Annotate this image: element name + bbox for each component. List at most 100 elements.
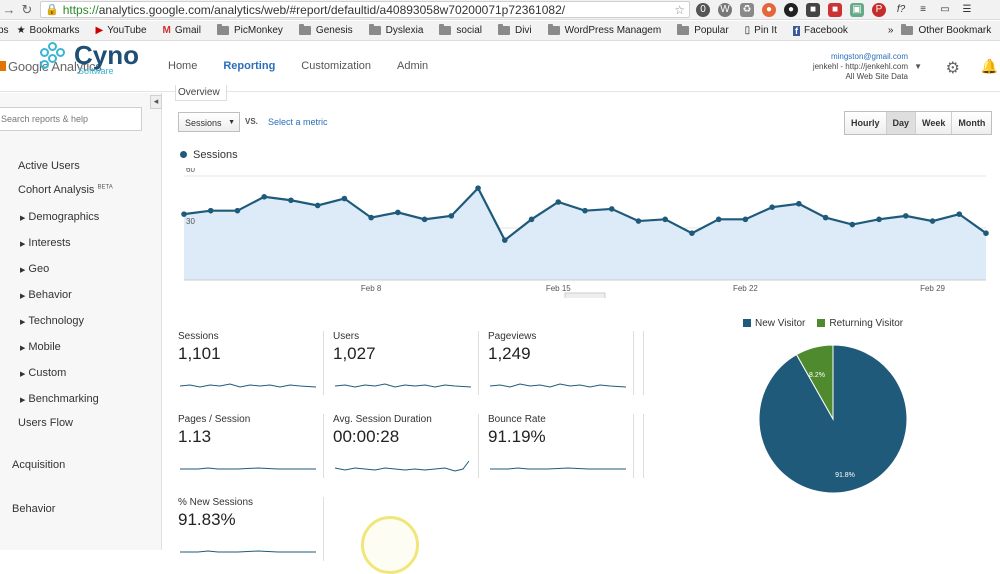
pie-legend: New Visitor Returning Visitor xyxy=(743,318,903,329)
triangle-right-icon: ▶ xyxy=(20,267,26,274)
pinterest-icon[interactable]: P xyxy=(872,2,886,17)
data-point xyxy=(368,214,374,221)
sparkline xyxy=(490,467,626,470)
extension-icon[interactable]: ■ xyxy=(806,2,820,17)
bookmark-other[interactable]: Other Bookmark xyxy=(901,24,991,36)
triangle-right-icon: ▶ xyxy=(20,397,26,404)
folder-icon xyxy=(439,24,452,35)
extension-icon[interactable]: ▣ xyxy=(850,2,864,17)
forward-icon[interactable]: → xyxy=(2,2,16,17)
url-scheme: https:// xyxy=(62,2,99,17)
sidebar-item-cohort-analysis[interactable]: Cohort Analysis BETA xyxy=(18,184,113,196)
sidebar-item-technology[interactable]: ▶ Technology xyxy=(20,315,85,327)
sidebar-section-behavior[interactable]: Behavior xyxy=(12,503,56,515)
scorecard-new-sessions[interactable]: % New Sessions 91.83% xyxy=(178,497,324,561)
granularity-month[interactable]: Month xyxy=(952,112,992,134)
top-nav: Home Reporting Customization Admin xyxy=(168,60,454,72)
data-point xyxy=(796,200,802,207)
address-bar[interactable]: 🔒 https:// analytics.google.com/analytic… xyxy=(40,1,690,18)
extension-icon[interactable]: 0 xyxy=(696,2,710,17)
wordpress-icon[interactable]: W xyxy=(718,2,732,17)
search-input[interactable]: Search reports & help xyxy=(0,107,142,131)
tab-overview[interactable]: Overview xyxy=(175,85,227,101)
data-point xyxy=(956,211,963,217)
scorecard-pages-per-session[interactable]: Pages / Session 1.13 xyxy=(178,414,324,478)
bookmark-apps[interactable]: ps xyxy=(0,25,9,36)
star-icon[interactable]: ☆ xyxy=(674,2,685,17)
scorecard-bounce-rate[interactable]: Bounce Rate 91.19% xyxy=(488,414,634,478)
bookmark-popular[interactable]: Popular xyxy=(677,24,729,36)
chevron-more-icon[interactable]: » xyxy=(887,25,894,36)
sidebar-item-geo[interactable]: ▶ Geo xyxy=(20,263,50,275)
gear-icon[interactable]: ⚙ xyxy=(945,60,960,77)
data-point xyxy=(849,221,856,228)
folder-icon xyxy=(368,24,381,35)
pie-slice[interactable] xyxy=(795,344,834,421)
account-switcher[interactable]: mingston@gmail.com jenkehl - http://jenk… xyxy=(813,52,908,82)
bookmark-pinit[interactable]: ▯ Pin It xyxy=(744,25,777,36)
extension-icon[interactable]: ● xyxy=(762,2,776,17)
layers-icon[interactable]: ≡ xyxy=(920,4,926,15)
sidebar-item-active-users[interactable]: Active Users xyxy=(18,160,80,172)
sparkline xyxy=(489,383,627,388)
sparkline xyxy=(180,550,316,553)
bookmark-facebook[interactable]: f Facebook xyxy=(792,25,848,36)
select-metric-link[interactable]: Select a metric xyxy=(268,117,328,127)
ga-logo[interactable]: Google Analytics xyxy=(0,59,102,74)
reload-icon[interactable]: ↻ xyxy=(21,1,33,17)
sidebar-item-custom[interactable]: ▶ Custom xyxy=(20,367,67,379)
extension-icon[interactable]: ● xyxy=(784,2,798,17)
bell-icon[interactable]: 🔔 xyxy=(980,58,998,74)
bookmark-divi[interactable]: Divi xyxy=(497,24,532,36)
data-point xyxy=(288,197,294,204)
nav-customization[interactable]: Customization xyxy=(301,60,371,72)
nav-reporting[interactable]: Reporting xyxy=(223,60,276,72)
extension-icon[interactable]: ■ xyxy=(828,2,842,17)
scorecard-avg-session-duration[interactable]: Avg. Session Duration 00:00:28 xyxy=(333,414,479,478)
bookmark-youtube[interactable]: ▶ YouTube xyxy=(95,25,147,36)
triangle-right-icon: ▶ xyxy=(20,319,26,326)
visitor-pie-chart[interactable]: 91.8% 8.2% xyxy=(757,343,909,495)
data-point xyxy=(528,216,535,223)
data-point xyxy=(261,194,267,200)
nav-admin[interactable]: Admin xyxy=(397,60,429,72)
sidebar-item-benchmarking[interactable]: ▶ Benchmarking xyxy=(20,393,99,405)
account-view: All Web Site Data xyxy=(845,72,908,81)
collapse-sidebar-button[interactable]: ◂ xyxy=(150,95,162,109)
granularity-week[interactable]: Week xyxy=(916,112,953,134)
bookmark-gmail[interactable]: M Gmail xyxy=(162,25,202,36)
sidebar-item-mobile[interactable]: ▶ Mobile xyxy=(20,341,61,353)
youtube-icon: ▶ xyxy=(95,25,104,36)
granularity-hourly[interactable]: Hourly xyxy=(845,112,887,134)
bookmark-wordpress[interactable]: WordPress Managem xyxy=(547,24,661,36)
granularity-day[interactable]: Day xyxy=(886,112,917,134)
sidebar-item-interests[interactable]: ▶ Interests xyxy=(20,237,71,249)
scorecard-sessions[interactable]: Sessions 1,101 xyxy=(178,331,324,395)
chart-resize-handle xyxy=(564,292,606,298)
chevron-down-icon[interactable]: ▼ xyxy=(914,62,922,71)
sidebar-item-demographics[interactable]: ▶ Demographics xyxy=(20,211,100,223)
metric-select[interactable]: Sessions ▼ xyxy=(178,112,240,132)
nav-home[interactable]: Home xyxy=(168,60,198,72)
bookmark-picmonkey[interactable]: PicMonkey xyxy=(217,24,283,36)
cast-icon[interactable]: ▭ xyxy=(940,4,950,15)
scorecard-users[interactable]: Users 1,027 xyxy=(333,331,479,395)
extension-icon[interactable]: ♻ xyxy=(740,2,754,17)
bookmark-bookmarks[interactable]: ★ Bookmarks xyxy=(16,25,80,36)
data-point xyxy=(314,202,321,209)
data-point xyxy=(395,209,401,216)
chevron-down-icon: ▼ xyxy=(228,119,235,126)
menu-icon[interactable]: ☰ xyxy=(962,4,972,15)
data-point xyxy=(448,213,455,219)
data-point xyxy=(822,214,829,221)
scorecard-pageviews[interactable]: Pageviews 1,249 xyxy=(488,331,634,395)
sidebar-section-acquisition[interactable]: Acquisition xyxy=(12,459,66,471)
sessions-chart[interactable]: 30 60 Feb 8 Feb 15 Feb 22 Feb 29 xyxy=(180,168,990,298)
bookmark-dyslexia[interactable]: Dyslexia xyxy=(368,24,423,36)
bookmark-social[interactable]: social xyxy=(439,24,482,36)
bookmark-genesis[interactable]: Genesis xyxy=(298,24,353,36)
fquestion-icon[interactable]: f? xyxy=(896,4,906,15)
sidebar-item-behavior[interactable]: ▶ Behavior xyxy=(20,289,72,301)
sidebar-item-users-flow[interactable]: Users Flow xyxy=(18,417,74,429)
data-point xyxy=(234,207,241,214)
